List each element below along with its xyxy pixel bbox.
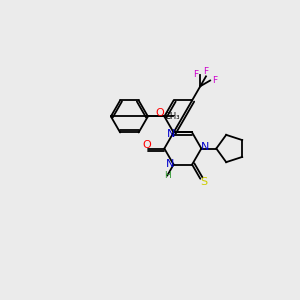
Text: CH₃: CH₃ (165, 112, 180, 121)
Text: N: N (167, 129, 175, 139)
Text: N: N (166, 159, 174, 169)
Text: S: S (200, 177, 208, 187)
Text: N: N (201, 142, 209, 152)
Text: F: F (212, 76, 217, 85)
Text: F: F (203, 67, 208, 76)
Text: O: O (142, 140, 151, 150)
Text: H: H (164, 171, 171, 180)
Text: O: O (155, 109, 164, 118)
Text: F: F (194, 70, 199, 79)
